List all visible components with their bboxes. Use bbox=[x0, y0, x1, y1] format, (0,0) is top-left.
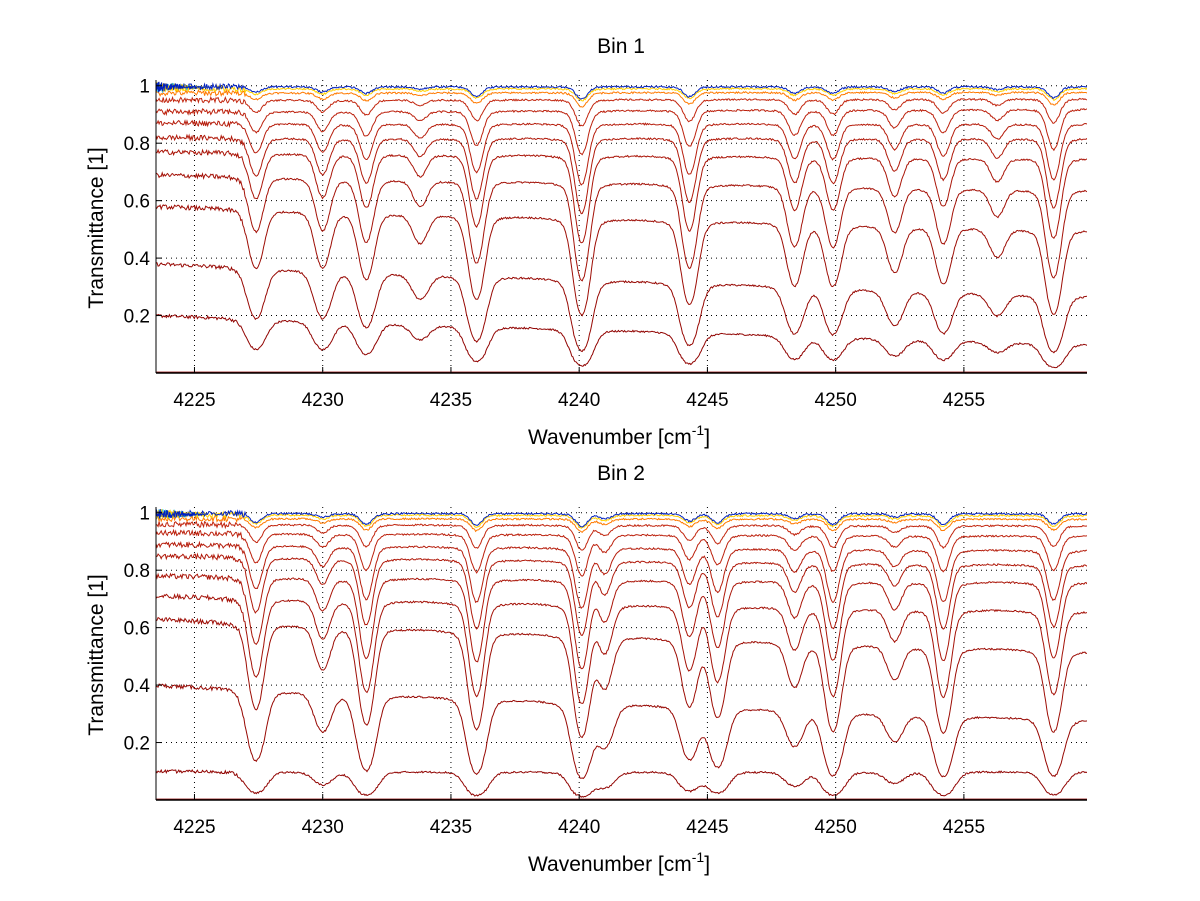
y-tick-label: 0.6 bbox=[124, 619, 150, 640]
spectrum-line bbox=[156, 81, 208, 93]
x-tick-label: 4235 bbox=[430, 817, 472, 838]
bin-2-x-ticks: 4225 4230 4235 4240 4245 4250 4255 bbox=[173, 794, 985, 838]
spectrum-line bbox=[156, 509, 1087, 528]
x-tick-label: 4225 bbox=[173, 390, 215, 411]
y-tick-label: 0.2 bbox=[124, 734, 150, 755]
bin-1-axes bbox=[155, 80, 1087, 374]
spectrum-line bbox=[156, 683, 1087, 780]
y-tick-label: 0.8 bbox=[124, 561, 150, 582]
bin-1-series bbox=[156, 81, 1087, 373]
spectrum-line bbox=[156, 84, 1087, 102]
bin-1-y-axis-label: Transmittance [1] bbox=[85, 147, 108, 308]
bin-1-grid bbox=[156, 80, 1087, 373]
spectrum-line bbox=[156, 204, 1087, 317]
spectrum-line bbox=[156, 119, 1087, 186]
bin-1-x-axis-label-main: Wavenumber [cm bbox=[528, 426, 692, 449]
bin-1-x-ticks: 4225 4230 4235 4240 4245 4250 4255 bbox=[173, 367, 985, 411]
x-tick-label: 4250 bbox=[815, 390, 857, 411]
bin-1-x-axis-label-sup: -1 bbox=[692, 422, 705, 438]
x-tick-label: 4245 bbox=[686, 390, 728, 411]
spectrum-line bbox=[156, 108, 1087, 156]
spectrum-line bbox=[156, 509, 208, 519]
bin-2-y-ticks: 0.2 0.4 0.6 0.8 1 bbox=[124, 504, 162, 755]
spectrum-line bbox=[156, 528, 1087, 577]
x-tick-label: 4250 bbox=[815, 817, 857, 838]
spectrum-line bbox=[156, 148, 1087, 244]
spectrum-line bbox=[156, 552, 1087, 636]
y-tick-label: 0.4 bbox=[124, 676, 151, 697]
spectrum-line bbox=[156, 616, 1087, 739]
x-tick-label: 4225 bbox=[173, 817, 215, 838]
y-tick-label: 0.6 bbox=[124, 192, 150, 213]
x-tick-label: 4230 bbox=[302, 817, 344, 838]
bin-2-x-axis-label-end: ] bbox=[704, 853, 710, 876]
x-tick-label: 4230 bbox=[302, 390, 344, 411]
spectrum-line bbox=[156, 572, 1087, 670]
spectrum-line bbox=[156, 88, 1087, 108]
spectrum-line bbox=[156, 82, 1087, 100]
bin-2-series bbox=[156, 508, 1087, 800]
spectrum-line bbox=[156, 514, 1087, 533]
bin-1-x-axis-label: Wavenumber [cm-1] bbox=[528, 422, 710, 449]
spectrum-line bbox=[156, 540, 1087, 610]
x-tick-label: 4255 bbox=[943, 817, 985, 838]
spectrum-line bbox=[156, 133, 1087, 215]
bin-2-panel: Bin 2 4225 4230 4235 4240 4245 4250 4255 0.20.… bbox=[85, 462, 1087, 876]
spectrum-line bbox=[156, 520, 1087, 551]
bin-2-grid bbox=[156, 507, 1087, 800]
y-tick-label: 1 bbox=[139, 504, 150, 525]
spectrum-line bbox=[156, 510, 1087, 529]
spectrum-line bbox=[156, 313, 1087, 369]
y-tick-label: 1 bbox=[139, 77, 150, 98]
bin-2-title: Bin 2 bbox=[597, 462, 645, 485]
spectrum-line bbox=[156, 95, 1087, 127]
bin-1-y-ticks: 0.2 0.4 0.6 0.8 1 bbox=[124, 77, 162, 328]
y-tick-label: 0.2 bbox=[124, 307, 150, 328]
bin-2-x-axis-label: Wavenumber [cm-1] bbox=[528, 849, 710, 876]
bin-1-panel: Bin 1 4225 4230 4235 4240 4245 4250 4255 0.20.… bbox=[85, 35, 1087, 449]
x-tick-label: 4245 bbox=[686, 817, 728, 838]
spectrum-line bbox=[156, 592, 1087, 705]
bin-2-x-axis-label-main: Wavenumber [cm bbox=[528, 853, 692, 876]
x-tick-label: 4235 bbox=[430, 390, 472, 411]
x-tick-label: 4255 bbox=[943, 390, 985, 411]
bin-1-x-axis-label-end: ] bbox=[704, 426, 710, 449]
bin-1-title: Bin 1 bbox=[597, 35, 645, 58]
x-tick-label: 4240 bbox=[558, 390, 600, 411]
bin-2-axes bbox=[155, 507, 1087, 801]
y-tick-label: 0.8 bbox=[124, 134, 150, 155]
spectrum-line bbox=[156, 768, 1087, 798]
spectrum-line bbox=[156, 171, 1087, 282]
bin-2-y-axis-label: Transmittance [1] bbox=[85, 574, 108, 735]
x-tick-label: 4240 bbox=[558, 817, 600, 838]
y-tick-label: 0.4 bbox=[124, 249, 151, 270]
spectrum-line bbox=[156, 262, 1087, 354]
bin-2-x-axis-label-sup: -1 bbox=[692, 849, 705, 865]
